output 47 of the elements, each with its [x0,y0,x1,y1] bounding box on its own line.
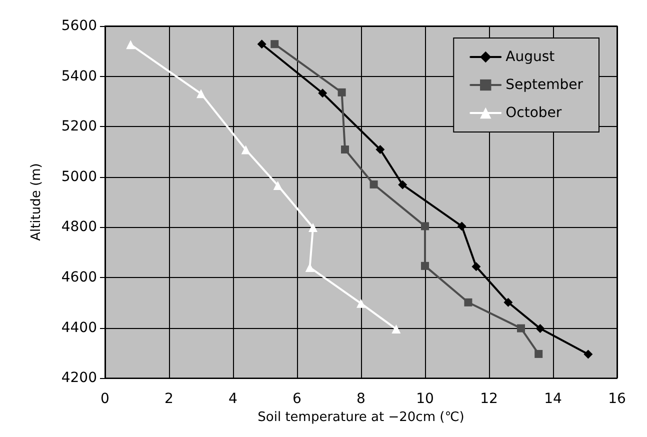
x-tick-label: 16 [608,391,626,408]
y-axis-title: Altitude (m) [29,163,44,241]
point [398,180,408,190]
point [421,262,429,270]
point [421,222,429,230]
point [370,180,378,188]
point [318,88,328,98]
y-tick-label: 4800 [61,219,97,236]
point [584,350,593,359]
point [270,40,279,48]
point [273,180,282,190]
point [464,298,472,306]
x-tick-label: 12 [480,391,498,408]
x-tick-label: 6 [292,391,302,408]
x-tick-label: 10 [416,391,434,408]
y-tick-label: 4600 [61,270,97,286]
point [534,350,543,358]
x-tick-label: 14 [544,391,562,408]
y-tick-label: 4400 [61,320,97,336]
point [308,222,318,232]
point [457,222,466,231]
y-tick-label: 5000 [61,168,97,185]
point [536,324,545,334]
point [196,89,206,98]
point [392,324,401,334]
y-tick-label: 5200 [61,118,97,135]
point [376,144,385,154]
point [126,40,136,50]
point [472,262,481,272]
point [356,298,366,308]
point [338,88,346,96]
point [341,145,349,154]
legend-label: October [506,105,562,121]
point [517,324,525,332]
y-tick-label: 5600 [61,18,97,34]
x-tick-label: 2 [164,391,174,408]
x-tick-label: 4 [228,391,238,408]
x-axis-title: Soil temperature at −20cm (℃) [258,410,464,425]
point [241,145,250,154]
y-tick-label: 4200 [61,370,97,386]
x-tick-label: 0 [100,391,110,408]
x-tick-label: 8 [356,391,366,408]
y-tick-label: 5400 [61,68,97,84]
legend-label: September [506,77,584,93]
legend-label: August [506,49,556,65]
point [504,298,513,307]
point [257,40,266,49]
